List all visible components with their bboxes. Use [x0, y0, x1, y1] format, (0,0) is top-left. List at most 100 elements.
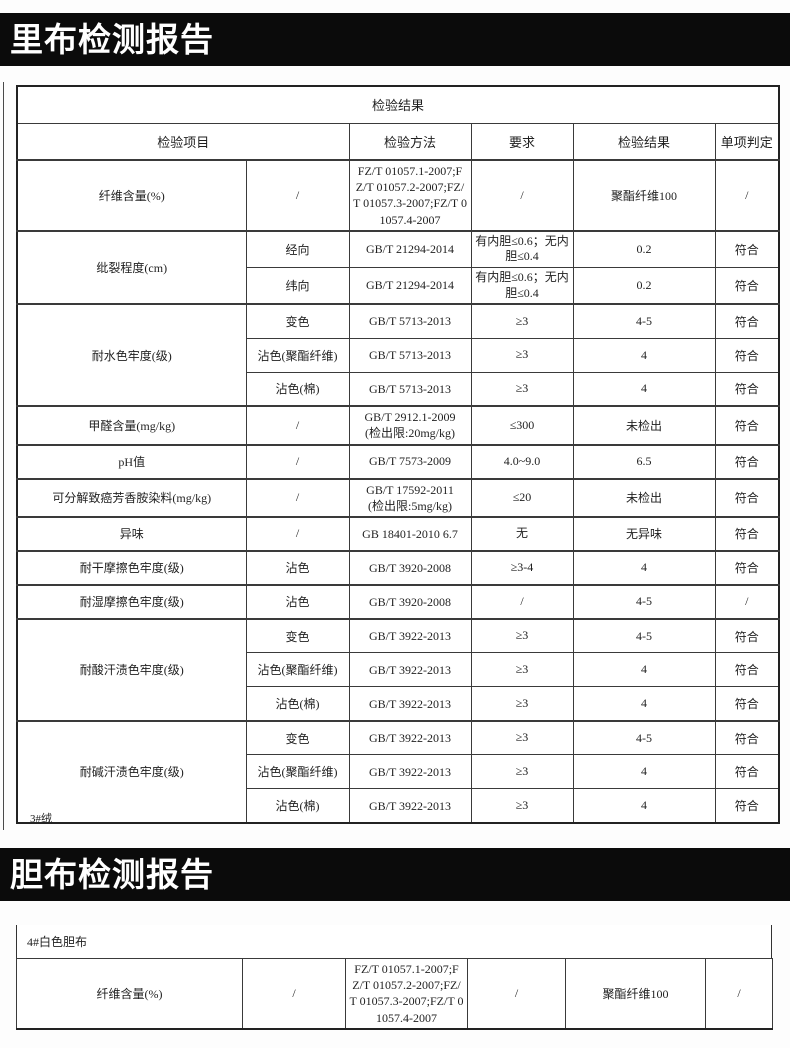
- test-item-cell: 耐水色牢度(级): [16, 303, 247, 407]
- test-item-cell: 耐干摩擦色牢度(级): [16, 549, 247, 586]
- condition-cell: 沾色(棉): [245, 788, 350, 824]
- requirement-cell: ≥3: [470, 337, 574, 373]
- condition-cell: 沾色(聚酯纤维): [245, 754, 350, 790]
- method-cell: GB/T 3922-2013: [348, 754, 472, 790]
- result-cell: 4: [572, 686, 716, 722]
- requirement-cell: ≥3: [470, 754, 574, 790]
- col-header-item: 检验项目: [16, 122, 350, 161]
- table-row: 可分解致癌芳香胺染料(mg/kg) / GB/T 17592-2011 (检出限:5…: [16, 477, 780, 518]
- result-cell: 4: [572, 652, 716, 688]
- judgment-cell: 符合: [714, 788, 780, 824]
- test-item-cell: 异味: [16, 515, 247, 552]
- table-row: 纬向 GB/T 21294-2014 有内胆≤0.6；无内胆≤0.4 0.2 符合: [17, 266, 780, 305]
- result-cell: 0.2: [572, 266, 716, 305]
- method-cell: GB/T 21294-2014: [348, 229, 472, 268]
- method-cell: GB/T 3922-2013: [348, 652, 472, 688]
- condition-cell: 沾色: [245, 549, 350, 586]
- condition-cell: 变色: [245, 617, 350, 654]
- requirement-cell: 无: [470, 515, 574, 552]
- judgment-cell: 符合: [714, 652, 780, 688]
- method-cell: GB/T 3922-2013: [348, 788, 472, 824]
- table-row: 沾色(聚酯纤维) GB/T 3922-2013 ≥3 4 符合: [17, 652, 780, 688]
- condition-cell: /: [245, 515, 350, 552]
- sample-note: 3#绒: [30, 813, 52, 825]
- test-item-cell: 耐酸汗渍色牢度(级): [16, 617, 247, 722]
- test-item-cell: pH值: [16, 443, 247, 479]
- inner-fabric-report-title-bar: 胆布检测报告: [0, 848, 790, 901]
- judgment-cell: 符合: [714, 337, 780, 373]
- method-cell: GB/T 21294-2014: [348, 266, 472, 305]
- test-item-cell: 纤维含量(%): [16, 957, 243, 1030]
- judgment-cell: 符合: [714, 405, 780, 446]
- result-cell: 未检出: [572, 477, 716, 518]
- requirement-cell: 4.0~9.0: [470, 443, 574, 479]
- requirement-cell: ≤300: [470, 405, 574, 446]
- result-cell: 聚酯纤维100: [565, 957, 706, 1030]
- test-item-cell: 纰裂程度(cm): [16, 229, 247, 305]
- result-cell: 未检出: [572, 405, 716, 446]
- result-cell: 4: [572, 549, 716, 586]
- result-cell: 4-5: [572, 617, 716, 654]
- method-cell: GB/T 17592-2011 (检出限:5mg/kg): [348, 477, 472, 518]
- result-cell: 4: [572, 788, 716, 824]
- requirement-cell: ≤20: [470, 477, 574, 518]
- inner-fabric-sample-label: 4#白色胆布: [27, 935, 88, 949]
- col-header-judgment: 单项判定: [714, 122, 780, 161]
- test-item-cell: 甲醛含量(mg/kg): [16, 405, 247, 446]
- method-cell: FZ/T 01057.1-2007;FZ/T 01057.2-2007;FZ/T…: [345, 957, 468, 1030]
- method-cell: GB 18401-2010 6.7: [348, 515, 472, 552]
- table-row: 纤维含量(%) / FZ/T 01057.1-2007;FZ/T 01057.2…: [16, 957, 773, 1030]
- requirement-cell: /: [470, 583, 574, 620]
- table-row: 耐湿摩擦色牢度(级) 沾色 GB/T 3920-2008/4-5/: [16, 583, 780, 620]
- table-row: pH值 / GB/T 7573-2009 4.0~9.0 6.5 符合: [16, 443, 780, 479]
- method-cell: GB/T 5713-2013: [348, 303, 472, 339]
- test-item-cell: 耐湿摩擦色牢度(级): [16, 583, 247, 620]
- table-row: 耐酸汗渍色牢度(级) 变色 GB/T 3922-2013 ≥3 4-5 符合: [16, 617, 780, 722]
- result-cell: 4: [572, 337, 716, 373]
- judgment-cell: 符合: [714, 719, 780, 756]
- condition-cell: 变色: [245, 719, 350, 756]
- requirement-cell: ≥3: [470, 617, 574, 654]
- condition-cell: /: [245, 159, 350, 232]
- requirement-cell: 有内胆≤0.6；无内胆≤0.4: [470, 229, 574, 268]
- result-cell: 4-5: [572, 303, 716, 339]
- judgment-cell: /: [714, 583, 780, 620]
- judgment-cell: 符合: [714, 686, 780, 722]
- judgment-cell: 符合: [714, 754, 780, 790]
- result-cell: 4: [572, 371, 716, 407]
- table-title: 检验结果: [16, 85, 780, 124]
- method-cell: GB/T 7573-2009: [348, 443, 472, 479]
- requirement-cell: ≥3: [470, 719, 574, 756]
- test-item-cell: 纤维含量(%): [16, 159, 247, 232]
- col-header-result: 检验结果: [572, 122, 716, 161]
- result-cell: 聚酯纤维100: [572, 159, 716, 232]
- lining-test-results-table: 检验结果 检验项目 检验方法 要求 检验结果 单项判定 纤维含量(%) / FZ/T…: [16, 85, 781, 824]
- table-row: 耐水色牢度(级) 变色 GB/T 5713-2013 ≥3 4-5 符合: [16, 303, 780, 407]
- method-cell: GB/T 5713-2013: [348, 337, 472, 373]
- method-cell: GB/T 3920-2008: [348, 549, 472, 586]
- col-header-method: 检验方法: [348, 122, 472, 161]
- method-cell: GB/T 3920-2008: [348, 583, 472, 620]
- method-cell: GB/T 3922-2013: [348, 719, 472, 756]
- table-row: 沾色(聚酯纤维) GB/T 3922-2013 ≥3 4 符合: [17, 754, 780, 790]
- result-cell: 4-5: [572, 719, 716, 756]
- judgment-cell: /: [714, 159, 780, 232]
- judgment-cell: 符合: [714, 443, 780, 479]
- condition-cell: /: [242, 957, 346, 1030]
- judgment-cell: 符合: [714, 303, 780, 339]
- table-row: 纤维含量(%) / FZ/T 01057.1-2007;FZ/T 01057.2-2…: [16, 159, 780, 232]
- condition-cell: 沾色(棉): [245, 686, 350, 722]
- test-item-cell: 耐碱汗渍色牢度(级): [16, 719, 247, 824]
- result-cell: 0.2: [572, 229, 716, 268]
- condition-cell: 纬向: [245, 266, 350, 305]
- table-row: 沾色(棉) GB/T 5713-2013 ≥3 4 符合: [17, 371, 780, 407]
- method-cell: GB/T 2912.1-2009 (检出限:20mg/kg): [348, 405, 472, 446]
- page-left-border: [3, 82, 4, 830]
- method-cell: GB/T 5713-2013: [348, 371, 472, 407]
- condition-cell: 变色: [245, 303, 350, 339]
- table-row: 甲醛含量(mg/kg) / GB/T 2912.1-2009 (检出限:20mg/k…: [16, 405, 780, 446]
- table-row: 耐干摩擦色牢度(级) 沾色 GB/T 3920-2008 ≥3-4 4 符合: [16, 549, 780, 586]
- requirement-cell: ≥3: [470, 652, 574, 688]
- method-cell: GB/T 3922-2013: [348, 686, 472, 722]
- method-cell: FZ/T 01057.1-2007;FZ/T 01057.2-2007;FZ/T…: [348, 159, 472, 232]
